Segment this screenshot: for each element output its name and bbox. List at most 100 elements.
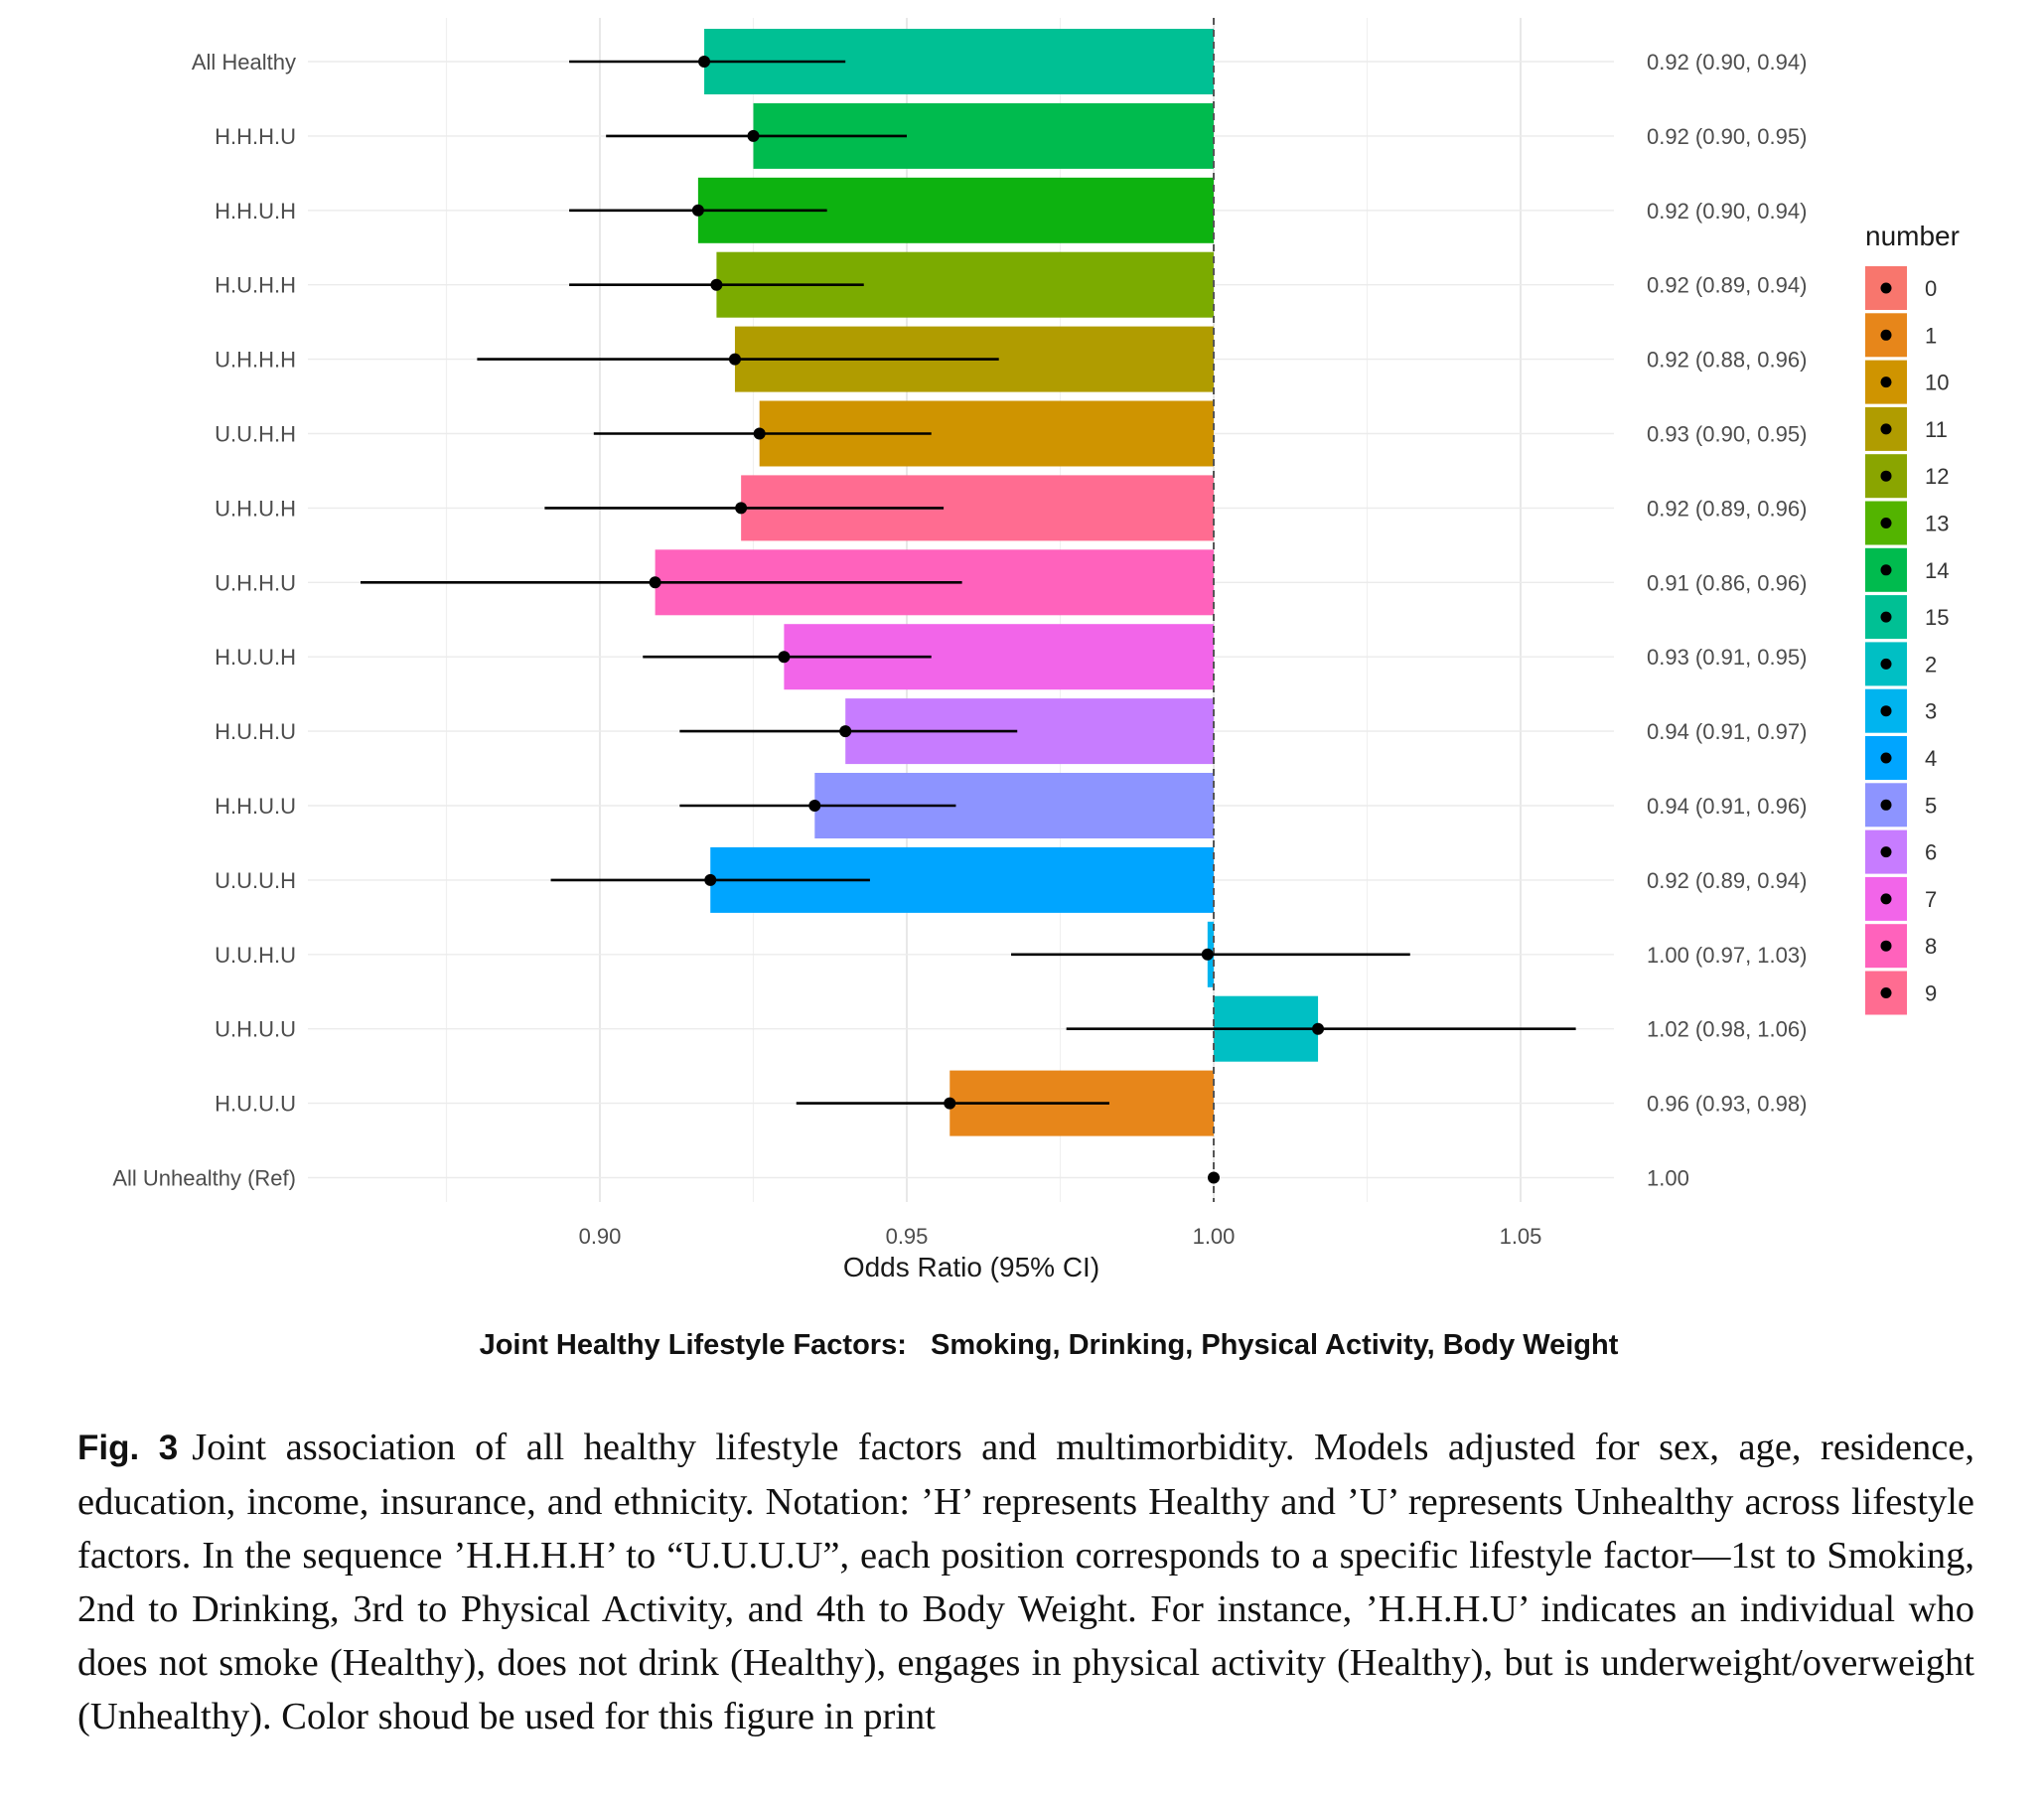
caption-text: Joint association of all healthy lifesty… xyxy=(77,1427,1974,1737)
category-label: U.H.U.U xyxy=(215,1017,296,1042)
legend-key-dot xyxy=(1880,376,1892,388)
legend-key-dot xyxy=(1880,987,1892,998)
ci-text-label: 0.92 (0.90, 0.94) xyxy=(1647,199,1807,224)
point-estimate xyxy=(747,129,760,142)
category-label: All Healthy xyxy=(192,50,296,75)
bottom-title: Joint Healthy Lifestyle Factors: Smoking… xyxy=(480,1329,1619,1361)
legend-label: 6 xyxy=(1925,840,1937,865)
legend-label: 12 xyxy=(1925,464,1949,489)
ci-text-label: 0.93 (0.91, 0.95) xyxy=(1647,645,1807,670)
ci-text-label: 0.92 (0.89, 0.94) xyxy=(1647,273,1807,298)
ci-text-label: 0.96 (0.93, 0.98) xyxy=(1647,1092,1807,1117)
legend-key-dot xyxy=(1880,893,1892,905)
point-estimate xyxy=(944,1097,956,1110)
legend-label: 9 xyxy=(1925,981,1937,1006)
legend-item: 6 xyxy=(1865,829,1937,874)
legend-key-dot xyxy=(1880,564,1892,576)
x-tick-label: 0.95 xyxy=(886,1224,929,1249)
category-label: U.H.U.H xyxy=(215,496,296,521)
ci-text-label: 0.92 (0.88, 0.96) xyxy=(1647,348,1807,373)
legend-item: 5 xyxy=(1865,783,1937,827)
category-label: U.U.H.U xyxy=(215,943,296,968)
legend-label: 2 xyxy=(1925,652,1937,677)
point-estimate xyxy=(1201,948,1214,961)
x-tick-label: 1.05 xyxy=(1500,1224,1542,1249)
legend-label: 1 xyxy=(1925,323,1937,348)
legend-label: 11 xyxy=(1925,417,1948,442)
legend-key-dot xyxy=(1880,470,1892,482)
category-label: U.H.H.H xyxy=(215,348,296,373)
x-tick-label: 1.00 xyxy=(1193,1224,1236,1249)
ci-text-labels: 0.92 (0.90, 0.94) 0.92 (0.90, 0.95) 0.92 (… xyxy=(1647,50,1807,1191)
legend-items: 0 1 10 11 12 13 14 15 2 3 4 5 6 7 8 9 xyxy=(1865,266,1949,1015)
point-estimate xyxy=(839,725,852,738)
ci-text-label: 0.92 (0.89, 0.94) xyxy=(1647,868,1807,893)
legend-key-dot xyxy=(1880,940,1892,952)
ci-text-label: 1.00 xyxy=(1647,1166,1689,1191)
legend-item: 13 xyxy=(1865,501,1949,545)
legend-key-dot xyxy=(1880,705,1892,717)
category-label: H.H.H.U xyxy=(215,124,296,149)
ci-text-label: 0.91 (0.86, 0.96) xyxy=(1647,570,1807,595)
point-estimate xyxy=(808,800,821,812)
category-label: H.U.H.U xyxy=(215,719,296,744)
legend-title: number xyxy=(1865,221,1960,251)
legend-item: 4 xyxy=(1865,736,1937,780)
legend-key-dot xyxy=(1880,423,1892,435)
ci-text-label: 0.92 (0.90, 0.94) xyxy=(1647,50,1807,75)
legend-item: 7 xyxy=(1865,876,1937,921)
legend-label: 7 xyxy=(1925,887,1937,912)
point-estimate xyxy=(1208,1171,1220,1184)
category-label: U.H.H.U xyxy=(215,570,296,595)
caption-label: Fig. 3 xyxy=(77,1429,179,1467)
point-estimate xyxy=(778,651,791,664)
legend-label: 3 xyxy=(1925,699,1937,724)
legend-item: 15 xyxy=(1865,595,1949,640)
figure-caption: Fig. 3 Joint association of all healthy l… xyxy=(77,1421,1974,1743)
legend-item: 12 xyxy=(1865,454,1949,499)
ci-text-label: 0.94 (0.91, 0.96) xyxy=(1647,794,1807,819)
category-label: U.U.H.H xyxy=(215,422,296,447)
category-label: H.H.U.U xyxy=(215,794,296,819)
category-label: H.U.U.H xyxy=(215,645,296,670)
category-labels: All Healthy H.H.H.U H.H.U.H H.U.H.H U.H.H.H U… xyxy=(112,50,296,1191)
legend-label: 14 xyxy=(1925,558,1949,583)
legend-label: 13 xyxy=(1925,512,1949,536)
category-label: U.U.U.H xyxy=(215,868,296,893)
legend-item: 0 xyxy=(1865,266,1937,310)
point-estimate xyxy=(704,873,717,886)
point-estimate xyxy=(649,576,661,589)
legend-item: 14 xyxy=(1865,547,1949,592)
legend-item: 8 xyxy=(1865,924,1937,969)
point-estimate xyxy=(710,278,723,291)
category-label: H.U.H.H xyxy=(215,273,296,298)
legend-key-dot xyxy=(1880,658,1892,670)
legend-label: 4 xyxy=(1925,746,1937,771)
legend-label: 0 xyxy=(1925,276,1937,301)
legend-key-dot xyxy=(1880,799,1892,811)
legend-label: 10 xyxy=(1925,371,1949,395)
ci-text-label: 0.92 (0.89, 0.96) xyxy=(1647,496,1807,521)
point-estimate xyxy=(698,56,711,68)
point-estimate xyxy=(1312,1022,1325,1035)
ci-text-label: 0.92 (0.90, 0.95) xyxy=(1647,124,1807,149)
legend-label: 5 xyxy=(1925,793,1937,818)
category-label: All Unhealthy (Ref) xyxy=(112,1166,296,1191)
ci-text-label: 1.00 (0.97, 1.03) xyxy=(1647,943,1807,968)
legend-item: 10 xyxy=(1865,360,1949,404)
legend-label: 8 xyxy=(1925,934,1937,959)
ci-text-label: 0.94 (0.91, 0.97) xyxy=(1647,719,1807,744)
point-estimate xyxy=(753,427,766,440)
point-estimate xyxy=(691,204,704,217)
category-label: H.H.U.H xyxy=(215,199,296,224)
legend-item: 11 xyxy=(1865,406,1948,451)
legend-item: 2 xyxy=(1865,642,1937,686)
ci-text-label: 1.02 (0.98, 1.06) xyxy=(1647,1017,1807,1042)
x-tick-label: 0.90 xyxy=(579,1224,622,1249)
legend-label: 15 xyxy=(1925,605,1949,630)
legend-key-dot xyxy=(1880,518,1892,528)
legend-key-dot xyxy=(1880,611,1892,623)
legend-item: 3 xyxy=(1865,688,1937,733)
legend-item: 9 xyxy=(1865,971,1937,1015)
